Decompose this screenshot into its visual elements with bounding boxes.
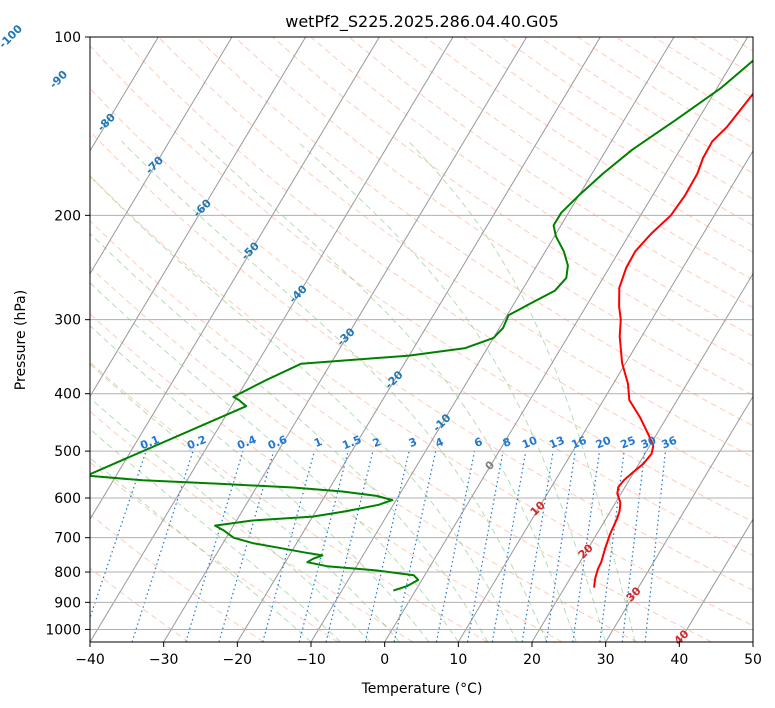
dry-adiabat-line	[348, 37, 753, 309]
mixing-ratio-line	[325, 450, 374, 642]
mixing-ratio-label: 3	[407, 435, 419, 450]
isotherm-line	[605, 395, 753, 642]
mixing-ratio-line	[185, 450, 244, 642]
dry-adiabat-line	[90, 220, 712, 642]
mixing-ratio-line	[572, 451, 601, 642]
dry-adiabat-line	[310, 37, 753, 337]
mixing-ratio-label: 16	[569, 434, 588, 452]
mixing-ratio-line	[545, 451, 576, 642]
mixing-ratio-label: 13	[547, 434, 566, 452]
isotherm-line	[531, 272, 753, 642]
dry-adiabat-line	[90, 513, 264, 642]
mixing-ratio-label: 1	[312, 435, 324, 450]
dry-adiabat-line	[90, 313, 563, 642]
mixing-ratio-line	[262, 450, 315, 642]
dry-adiabat-line	[90, 175, 753, 627]
isotherm-line	[457, 149, 753, 642]
dry-adiabat-line	[119, 37, 753, 490]
x-tick-label: −10	[296, 652, 326, 668]
dewpoint-profile-line	[90, 59, 753, 592]
plot-area	[90, 37, 753, 642]
isotherm-line	[90, 37, 454, 642]
dry-adiabat-line	[90, 361, 488, 642]
mixing-ratio-label: 30	[639, 434, 658, 452]
mixing-ratio-line	[466, 450, 504, 642]
y-axis-label: Pressure (hPa)	[13, 290, 29, 390]
isotherm-line	[90, 37, 159, 152]
y-tick-label: 200	[54, 208, 81, 224]
x-axis: −40 −30 −20 −10 0 10 20 30 40 50	[75, 642, 762, 668]
x-tick-label: −40	[75, 652, 105, 668]
dry-adiabat-line	[157, 37, 753, 458]
isotherm-line	[384, 37, 749, 642]
x-tick-label: 30	[597, 652, 615, 668]
y-tick-label: 500	[54, 444, 81, 460]
mixing-ratio-line	[491, 450, 527, 642]
mixing-ratio-label: 36	[660, 434, 679, 452]
mixing-ratio-label: 2	[371, 435, 383, 450]
mixing-ratio-label: 10	[520, 434, 539, 452]
isotherm-line	[163, 37, 528, 642]
temperature-profile-line	[593, 92, 753, 588]
y-tick-label: 100	[54, 30, 81, 46]
mixing-ratio-line	[90, 450, 147, 620]
isotherm-line	[236, 37, 601, 642]
y-axis: 100 200 300 400 500 600 700 800 900 1000	[45, 30, 90, 638]
y-tick-label: 600	[54, 491, 81, 507]
dry-adiabat-line	[90, 567, 190, 642]
x-tick-label: 10	[449, 652, 467, 668]
x-tick-label: 50	[744, 652, 762, 668]
y-tick-label: 1000	[45, 622, 81, 638]
isotherm-line	[90, 37, 307, 398]
mixing-ratio-line	[644, 451, 667, 642]
plot-frame	[89, 36, 754, 643]
mixing-ratio-line	[599, 451, 625, 642]
mixing-ratio-label: 20	[594, 434, 613, 452]
dry-adiabat-line	[196, 37, 753, 427]
y-tick-label: 300	[54, 313, 81, 329]
x-tick-label: 0	[380, 652, 389, 668]
isotherm-line	[90, 37, 233, 275]
x-tick-label: −20	[223, 652, 253, 668]
mixing-ratio-line	[521, 451, 554, 642]
dry-adiabat-line	[90, 266, 638, 642]
mixing-ratio-line	[393, 450, 437, 642]
y-tick-label: 900	[54, 595, 81, 611]
mixing-ratio-line	[435, 450, 476, 642]
mixing-ratio-line	[298, 450, 349, 642]
mixing-ratio-label: 8	[501, 435, 513, 450]
mixing-ratio-label: 25	[618, 434, 637, 452]
mixing-ratio-line	[621, 451, 646, 642]
isotherm-line	[310, 37, 675, 642]
mixing-ratio-line	[364, 450, 410, 642]
isotherm-line	[90, 37, 380, 521]
y-tick-label: 400	[54, 387, 81, 403]
chart-title: wetPf2_S225.2025.286.04.40.G05	[285, 12, 559, 32]
x-tick-label: 20	[523, 652, 541, 668]
x-tick-label: −30	[149, 652, 179, 668]
y-tick-label: 700	[54, 531, 81, 547]
x-axis-label: Temperature (°C)	[361, 681, 483, 697]
isotherm-line	[678, 518, 753, 642]
x-tick-label: 40	[670, 652, 688, 668]
y-tick-label: 800	[54, 565, 81, 581]
mixing-ratio-line	[218, 450, 275, 642]
